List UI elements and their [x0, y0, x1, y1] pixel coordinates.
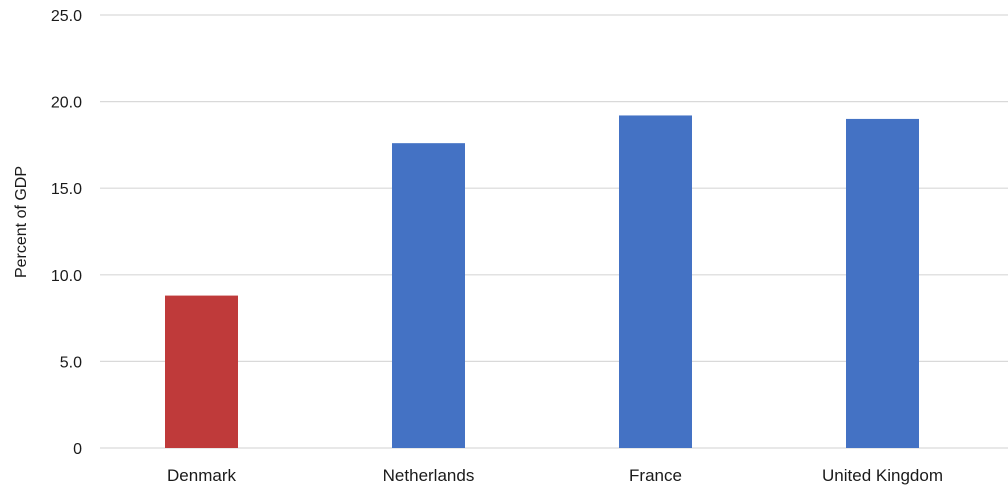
bar-denmark	[165, 295, 238, 448]
y-tick-label: 5.0	[60, 354, 82, 371]
bars	[165, 115, 919, 449]
x-category-label: France	[629, 466, 682, 485]
x-category-label: Netherlands	[383, 466, 475, 485]
x-axis-labels: Denmark Netherlands France United Kingdom	[167, 466, 943, 485]
y-axis-ticks: 0 5.0 10.0 15.0 20.0 25.0	[51, 8, 82, 458]
x-category-label: United Kingdom	[822, 466, 943, 485]
y-tick-label: 20.0	[51, 95, 82, 112]
bar-france	[619, 115, 692, 449]
y-tick-label: 10.0	[51, 268, 82, 285]
y-tick-label: 15.0	[51, 181, 82, 198]
bar-netherlands	[392, 143, 465, 448]
x-category-label: Denmark	[167, 466, 236, 485]
y-axis-title: Percent of GDP	[13, 166, 30, 278]
bar-united-kingdom	[846, 118, 919, 449]
y-tick-label: 0	[73, 441, 82, 458]
y-tick-label: 25.0	[51, 8, 82, 25]
